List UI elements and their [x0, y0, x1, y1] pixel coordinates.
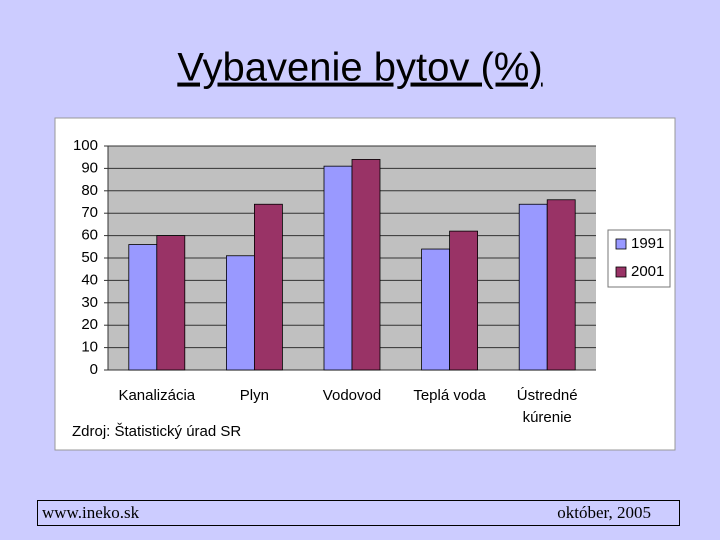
y-tick-label: 60: [81, 227, 98, 244]
bar: [546, 199, 576, 371]
bar: [156, 235, 186, 371]
y-tick-label: 0: [90, 361, 98, 378]
x-tick-label: Ústredné kúrenie: [516, 387, 578, 426]
y-tick-label: 90: [81, 159, 98, 176]
footer: www.ineko.sk október, 2005: [37, 500, 680, 526]
legend-label: 1991: [631, 235, 664, 252]
bar: [421, 248, 451, 371]
chart-title: Vybavenie bytov (%): [177, 46, 542, 90]
y-tick-label: 40: [81, 271, 98, 288]
y-tick-label: 10: [81, 339, 98, 356]
legend-label: 2001: [631, 263, 664, 280]
y-tick-label: 20: [81, 316, 98, 333]
legend-swatch: [615, 266, 627, 278]
bar: [518, 203, 548, 371]
y-tick-label: 30: [81, 294, 98, 311]
y-tick-label: 100: [73, 137, 98, 154]
legend: [607, 229, 671, 288]
legend-swatch: [615, 238, 627, 250]
x-tick-label: Plyn: [239, 387, 269, 404]
bar: [128, 244, 158, 371]
y-tick-label: 80: [81, 182, 98, 199]
bar: [225, 255, 255, 371]
x-tick-label: Teplá voda: [413, 387, 486, 404]
bar: [449, 230, 479, 371]
bar: [323, 165, 353, 371]
source-note: Zdroj: Štatistický úrad SR: [72, 423, 241, 440]
x-tick-label: Vodovod: [322, 387, 382, 404]
bar: [351, 159, 381, 371]
y-tick-label: 70: [81, 204, 98, 221]
footer-right: október, 2005: [557, 503, 651, 522]
y-tick-label: 50: [81, 249, 98, 266]
bar: [253, 203, 283, 371]
footer-left: www.ineko.sk: [42, 503, 140, 522]
x-tick-label: Kanalizácia: [118, 387, 196, 404]
